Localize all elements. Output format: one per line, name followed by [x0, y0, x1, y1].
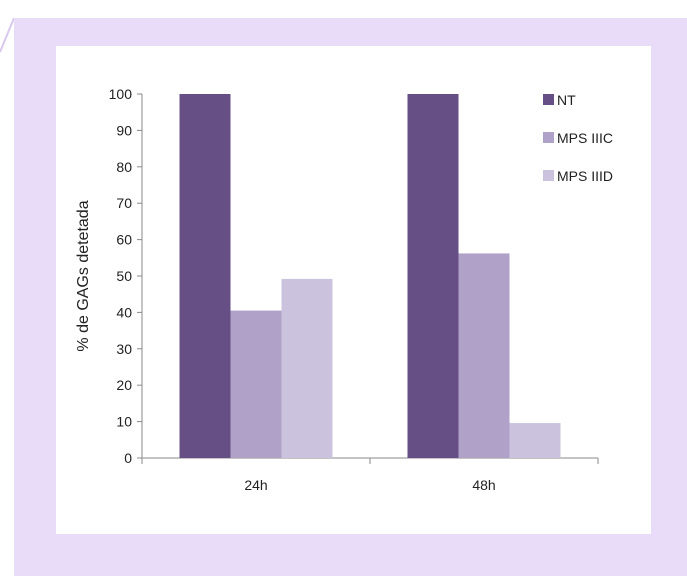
legend: NT MPS IIIC MPS IIID	[543, 92, 613, 184]
legend-swatch	[543, 170, 554, 181]
y-tick-label: 10	[116, 414, 132, 430]
y-axis-title: % de GAGs detetada	[75, 200, 92, 351]
y-tick-label: 0	[124, 450, 132, 466]
legend-swatch	[543, 94, 554, 105]
legend-label: MPS IIIC	[557, 130, 613, 146]
y-tick-label: 30	[116, 341, 132, 357]
y-axis: 0 10 20 30 40 50 60 70 80 90 100	[109, 86, 143, 466]
bar	[230, 310, 282, 458]
y-tick-label: 40	[116, 304, 132, 320]
y-tick-label: 90	[116, 122, 132, 138]
bar-chart: 0 10 20 30 40 50 60 70 80 90 100 24h 48h NT MPS IIIC…	[75, 86, 613, 493]
y-tick-label: 20	[116, 377, 132, 393]
bar	[458, 253, 510, 458]
bar	[407, 94, 459, 458]
bars	[179, 94, 561, 458]
y-tick-label: 100	[109, 86, 133, 102]
y-tick-label: 80	[116, 159, 132, 175]
x-axis: 24h 48h	[141, 457, 599, 493]
x-tick-label: 24h	[244, 477, 267, 493]
bar	[509, 423, 561, 458]
y-tick-label: 60	[116, 232, 132, 248]
y-tick-label: 70	[116, 195, 132, 211]
bar	[179, 94, 231, 458]
y-tick-label: 50	[116, 268, 132, 284]
chart-card: 0 10 20 30 40 50 60 70 80 90 100 24h 48h NT MPS IIIC…	[56, 46, 651, 534]
legend-label: MPS IIID	[557, 168, 613, 184]
legend-label: NT	[557, 92, 576, 108]
bar	[281, 278, 333, 458]
legend-swatch	[543, 132, 554, 143]
x-tick-label: 48h	[472, 477, 495, 493]
